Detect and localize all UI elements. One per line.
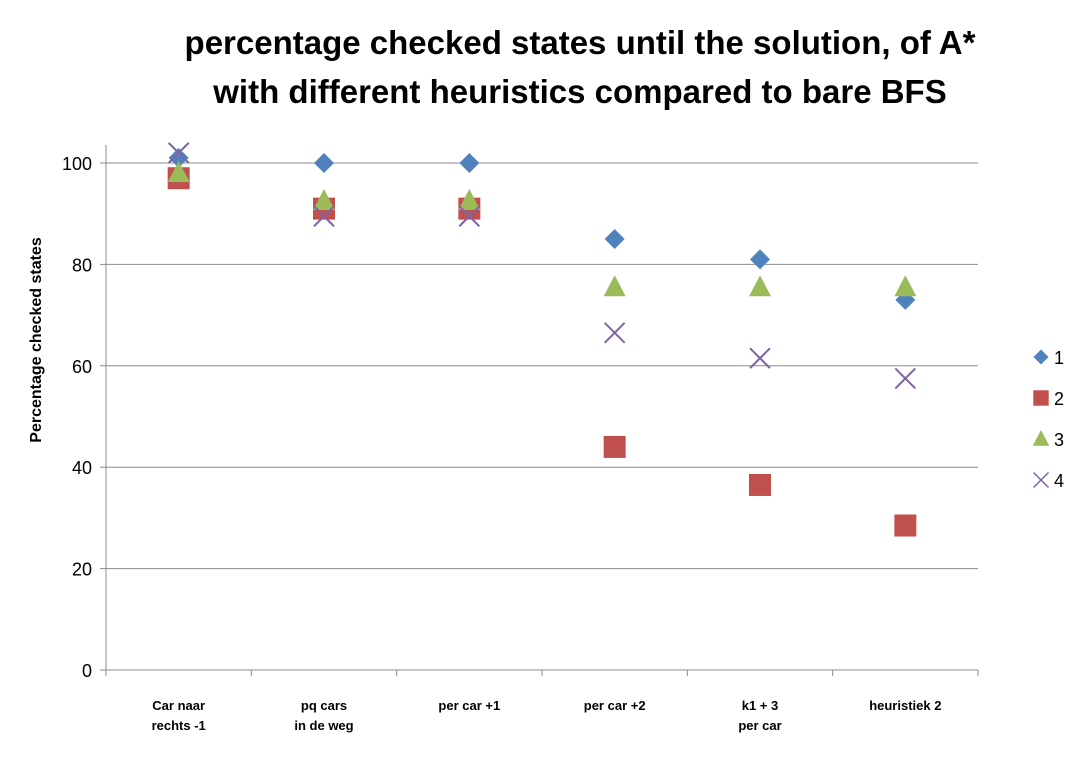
- x-tick-label-line: in de weg: [294, 718, 353, 733]
- y-tick-label: 0: [82, 661, 92, 681]
- x-tick-label: pq cars in de weg: [294, 698, 353, 733]
- x-tick-label: Car naar rechts -1: [152, 698, 206, 733]
- legend-marker: [1032, 430, 1050, 446]
- chart-title-line-2: with different heuristics compared to ba…: [213, 73, 947, 110]
- legend-label: 1: [1054, 348, 1064, 368]
- data-point-series-2: [749, 473, 771, 496]
- y-tick-label: 100: [62, 154, 92, 174]
- data-point-series-1: [168, 147, 189, 168]
- y-tick-label: 40: [72, 458, 92, 478]
- y-tick-label: 80: [72, 255, 92, 275]
- x-stroke: [313, 205, 335, 227]
- data-point-series-2: [603, 435, 626, 458]
- x-tick-label-line: rechts -1: [152, 718, 206, 733]
- data-point-series-4: [749, 347, 771, 369]
- data-point-series-1: [604, 229, 625, 250]
- data-point-series-3: [458, 189, 481, 211]
- data-point-series-3: [603, 275, 626, 297]
- data-point-series-4: [313, 205, 335, 227]
- x-tick-label-line: per car: [738, 718, 781, 733]
- data-point-series-3: [749, 275, 771, 297]
- data-point-series-3: [313, 189, 335, 211]
- x-tick-label-line: per car +1: [438, 698, 500, 713]
- axes: [100, 145, 979, 676]
- legend-symbol-3: [1032, 430, 1050, 446]
- y-axis-label: Percentage checked states: [28, 237, 45, 443]
- x-stroke: [749, 347, 771, 369]
- data-point-series-4: [458, 205, 481, 227]
- legend-marker: [1033, 390, 1049, 406]
- x-stroke: [1032, 471, 1050, 489]
- legend-marker: [1033, 349, 1049, 365]
- x-tick-label: k1 + 3 per car: [738, 698, 781, 733]
- x-tick-label: per car +1: [438, 698, 500, 713]
- x-tick-label: per car +2: [584, 698, 646, 713]
- data-points: [167, 142, 917, 537]
- y-tick-label: 20: [72, 560, 92, 580]
- x-tick-label-line: pq cars: [301, 698, 347, 713]
- legend-label: 4: [1054, 471, 1064, 491]
- data-point-series-4: [894, 367, 917, 390]
- x-tick-label-line: Car naar: [152, 698, 205, 713]
- legend: 1 2 3 4: [1032, 348, 1064, 491]
- y-tick-labels: 0 20 40 60 80 100: [62, 154, 92, 681]
- x-tick-label-line: heuristiek 2: [869, 698, 941, 713]
- x-stroke: [458, 205, 481, 227]
- data-point-series-3: [167, 161, 190, 183]
- legend-marker: [1032, 471, 1050, 489]
- x-tick-label-line: k1 + 3: [742, 698, 779, 713]
- data-point-series-4: [603, 322, 626, 344]
- data-point-series-4: [167, 142, 190, 164]
- y-tick-label: 60: [72, 357, 92, 377]
- gridlines: [106, 162, 978, 570]
- legend-symbol-4: [1032, 471, 1050, 489]
- data-point-series-1: [314, 153, 334, 173]
- chart-title: percentage checked states until the solu…: [100, 18, 1060, 116]
- x-tick-labels: Car naar rechts -1 pq cars in de weg per car…: [152, 698, 942, 733]
- legend-symbol-1: [1033, 349, 1049, 365]
- x-tick-label: heuristiek 2: [869, 698, 941, 713]
- legend-label: 3: [1054, 430, 1064, 450]
- x-tick-label-line: per car +2: [584, 698, 646, 713]
- data-point-series-1: [750, 249, 770, 270]
- chart-title-line-1: percentage checked states until the solu…: [184, 24, 976, 61]
- x-stroke: [894, 367, 917, 390]
- data-point-series-1: [459, 153, 480, 173]
- x-stroke: [167, 142, 190, 164]
- data-point-series-2: [894, 514, 917, 537]
- legend-symbol-2: [1033, 390, 1049, 406]
- data-point-series-3: [894, 275, 917, 297]
- x-stroke: [603, 322, 626, 344]
- legend-label: 2: [1054, 389, 1064, 409]
